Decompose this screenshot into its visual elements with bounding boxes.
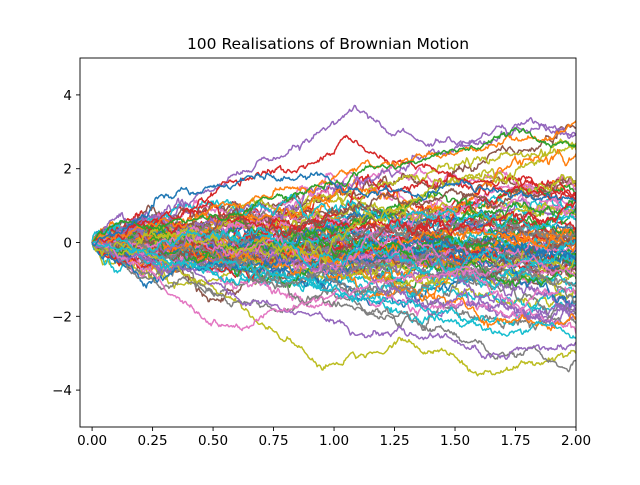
- x-tick-label: 0.75: [259, 433, 289, 449]
- y-tick-label: −2: [52, 309, 72, 325]
- path-71: [91, 148, 576, 256]
- path-86: [91, 231, 576, 312]
- y-tick-label: 4: [63, 88, 72, 104]
- path-89: [91, 226, 576, 276]
- x-tick-label: 2.00: [561, 433, 591, 449]
- x-tick-label: 1.75: [500, 433, 530, 449]
- path-90: [91, 104, 576, 247]
- path-77: [91, 208, 576, 251]
- path-98: [91, 240, 576, 339]
- axes-layer: 0.00 0.25 0.50 0.75 1.00 1.25 1.50 1.75 2.00 −4 −2…: [52, 57, 591, 449]
- y-tick-label: 2: [63, 162, 72, 178]
- x-tick-label: 0.00: [77, 433, 107, 449]
- path-85: [91, 176, 576, 262]
- path-87: [92, 237, 576, 304]
- path-96: [91, 242, 576, 360]
- x-tick-label: 0.50: [198, 433, 228, 449]
- path-83: [91, 200, 576, 246]
- y-tick-label: −4: [52, 383, 72, 399]
- x-tick-label: 1.25: [380, 433, 410, 449]
- path-94: [91, 241, 576, 377]
- x-tick-label: 0.25: [138, 433, 168, 449]
- x-tick-label: 1.00: [319, 433, 349, 449]
- path-95: [91, 239, 576, 373]
- chart-title: 100 Realisations of Brownian Motion: [187, 35, 469, 53]
- path-82: [91, 226, 576, 288]
- y-tick-label: 0: [63, 236, 72, 252]
- path-92: [92, 120, 576, 246]
- path-88: [91, 172, 576, 265]
- paths-layer: [91, 104, 576, 377]
- path-99: [91, 171, 576, 247]
- path-97: [91, 241, 576, 332]
- path-84: [91, 225, 576, 324]
- path-91: [91, 134, 576, 244]
- x-tick-label: 1.50: [440, 433, 470, 449]
